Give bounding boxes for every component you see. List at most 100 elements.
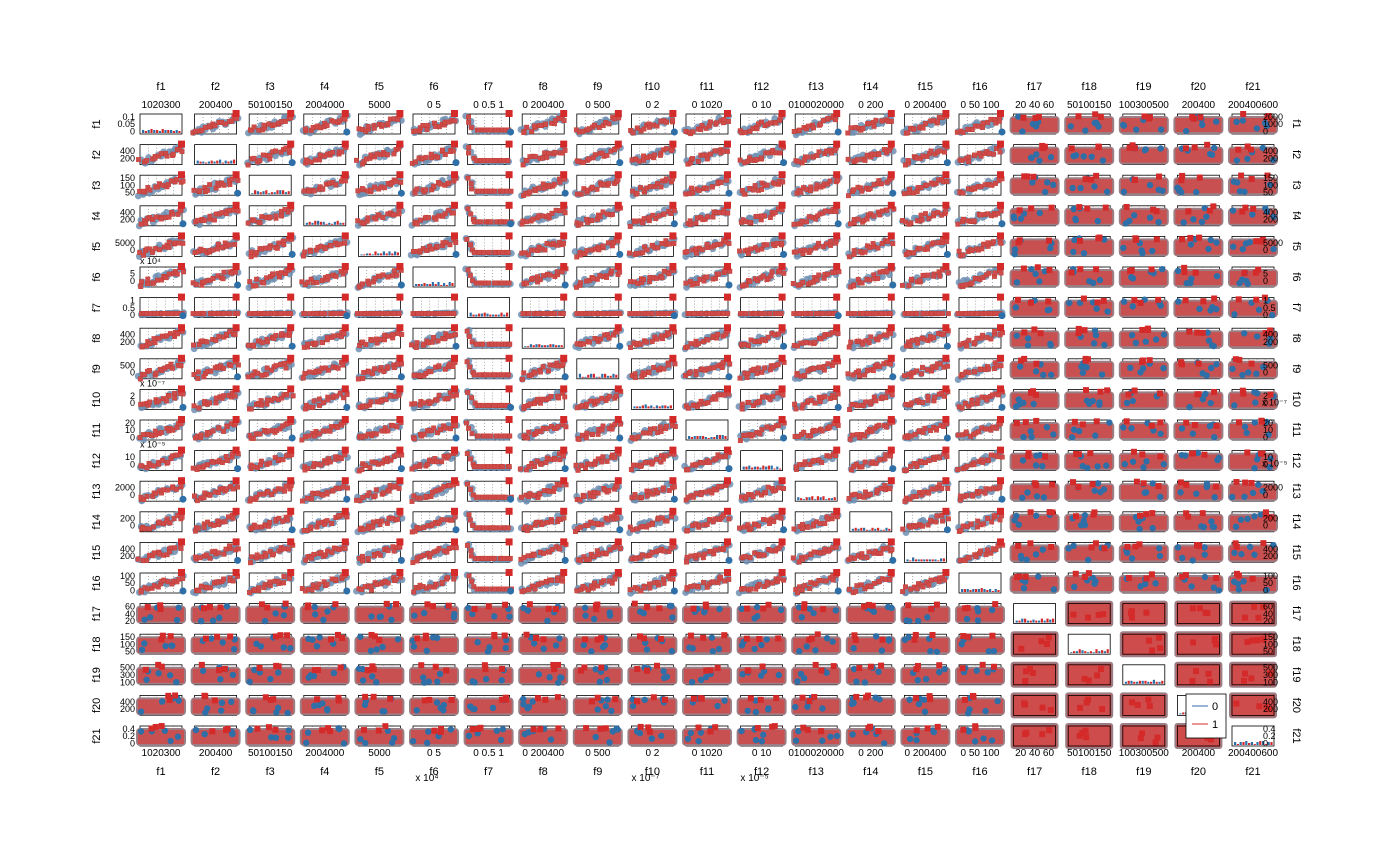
data-point	[435, 154, 441, 160]
data-point	[1033, 151, 1040, 158]
data-point	[1096, 276, 1104, 284]
cell-f4-f5	[354, 201, 406, 229]
data-point	[320, 186, 326, 192]
data-point	[634, 125, 640, 131]
data-point	[759, 186, 765, 192]
data-point	[617, 311, 623, 317]
data-point	[592, 122, 597, 128]
cell-f3-f3	[248, 174, 292, 196]
data-point	[1249, 211, 1256, 218]
data-point	[971, 218, 977, 224]
data-point	[144, 158, 150, 164]
data-point	[742, 129, 748, 135]
data-point	[137, 188, 143, 194]
data-point	[147, 341, 153, 346]
data-point	[1159, 187, 1166, 194]
data-point-outlier	[560, 110, 568, 117]
data-point	[426, 311, 432, 317]
data-point	[805, 123, 811, 129]
data-point	[979, 246, 985, 252]
data-point	[1187, 241, 1195, 248]
data-point	[219, 210, 225, 216]
cell-f6-f1	[137, 263, 187, 290]
histogram-bar	[483, 312, 486, 317]
data-point	[596, 247, 602, 253]
data-point	[649, 311, 655, 317]
data-point-outlier	[833, 263, 841, 270]
data-point	[604, 152, 610, 158]
cell-f4-f12	[738, 201, 786, 227]
data-point	[777, 150, 783, 156]
histogram-bar	[368, 253, 371, 256]
data-point	[961, 216, 966, 222]
data-point	[1261, 119, 1269, 127]
histogram-bar	[311, 222, 314, 225]
cell-f1-f16	[954, 110, 1006, 136]
cell-f7-f19	[1118, 296, 1169, 319]
data-point	[580, 160, 586, 165]
data-point	[802, 247, 808, 253]
data-point	[382, 332, 388, 338]
data-point	[1189, 114, 1196, 121]
data-point	[1187, 234, 1194, 241]
data-point	[664, 311, 670, 317]
data-point	[524, 219, 529, 225]
data-point	[1239, 117, 1247, 124]
data-point	[1230, 243, 1237, 250]
data-point	[166, 244, 172, 250]
data-point	[850, 129, 858, 136]
data-point	[261, 122, 267, 128]
data-point	[634, 190, 640, 196]
data-point	[862, 157, 868, 163]
data-point	[274, 245, 280, 251]
data-point	[1095, 143, 1102, 150]
data-point	[287, 311, 293, 317]
data-point	[245, 162, 251, 168]
data-point	[235, 177, 241, 183]
data-point	[1069, 184, 1076, 192]
data-point	[1196, 174, 1203, 181]
data-point	[971, 185, 977, 191]
data-point	[311, 188, 317, 194]
data-point-outlier	[561, 189, 569, 197]
data-point	[718, 241, 724, 247]
data-point	[670, 117, 676, 123]
data-point	[604, 274, 610, 280]
data-point	[382, 185, 388, 191]
data-point	[1206, 207, 1213, 214]
data-point	[699, 123, 705, 128]
data-point-outlier	[288, 342, 296, 350]
data-point	[632, 219, 638, 225]
data-point-outlier	[997, 171, 1004, 179]
cell-f4-f4	[303, 205, 347, 227]
data-point	[471, 249, 477, 255]
histogram-bar	[233, 159, 236, 164]
data-point	[704, 186, 710, 191]
histogram-bar	[205, 162, 208, 164]
data-point	[684, 249, 690, 254]
cell-f7-f3	[245, 293, 296, 319]
data-point	[1021, 173, 1028, 180]
data-point	[544, 241, 550, 246]
data-point	[380, 215, 386, 221]
data-point	[1036, 157, 1043, 164]
histogram-bar	[437, 282, 440, 286]
data-point	[505, 158, 511, 164]
cell-f2-f6	[409, 140, 460, 168]
data-point	[818, 121, 824, 127]
data-point	[1198, 218, 1206, 226]
data-point	[937, 148, 943, 154]
data-point	[1086, 277, 1093, 285]
data-point-outlier	[834, 128, 842, 136]
data-point	[355, 218, 361, 224]
data-point	[848, 125, 854, 131]
data-point	[925, 272, 931, 278]
cell-f3-f18	[1064, 172, 1115, 196]
data-point	[724, 148, 730, 154]
cell-f2-f8	[519, 140, 568, 168]
data-point	[221, 269, 227, 275]
data-point	[694, 250, 700, 256]
data-point-outlier	[724, 232, 731, 240]
data-point	[191, 342, 196, 348]
data-point	[424, 248, 430, 253]
